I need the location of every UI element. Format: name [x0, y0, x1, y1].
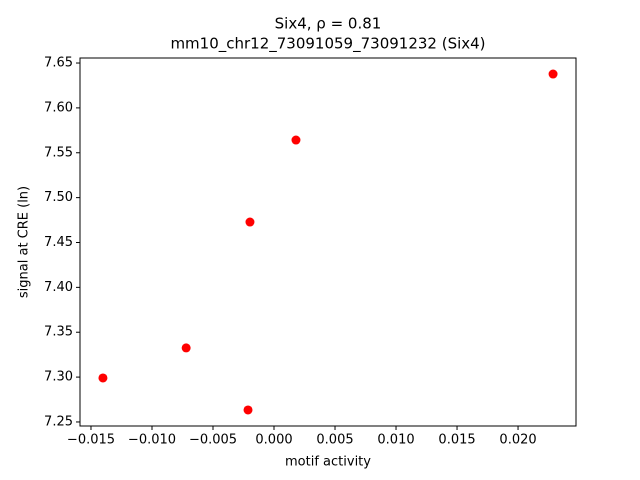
chart-subtitle: mm10_chr12_73091059_73091232 (Six4) [170, 35, 485, 54]
x-tick-label: −0.010 [128, 433, 176, 448]
x-tick-label: 0.015 [438, 433, 475, 448]
point [291, 135, 301, 145]
y-axis-label: signal at CRE (ln) [17, 186, 32, 298]
y-tick-label: 7.55 [44, 145, 73, 160]
y-tick-label: 7.40 [44, 280, 73, 295]
y-tick-label: 7.45 [44, 235, 73, 250]
y-tick-label: 7.25 [44, 414, 73, 429]
point [243, 405, 253, 415]
x-tick-label: −0.015 [67, 433, 115, 448]
plot-frame [79, 57, 577, 427]
x-tick-label: 0.005 [316, 433, 353, 448]
y-tick-label: 7.35 [44, 325, 73, 340]
y-tick-label: 7.65 [44, 56, 73, 71]
point [98, 373, 108, 383]
x-tick-label: −0.005 [189, 433, 237, 448]
point [548, 69, 558, 79]
x-axis-label: motif activity [285, 455, 371, 470]
point [181, 343, 191, 353]
x-tick-label: 0.000 [255, 433, 292, 448]
x-tick-label: 0.020 [499, 433, 536, 448]
y-tick-label: 7.50 [44, 190, 73, 205]
point [245, 217, 255, 227]
y-tick-label: 7.60 [44, 100, 73, 115]
y-tick-label: 7.30 [44, 370, 73, 385]
chart-title: Six4, ρ = 0.81 [275, 15, 382, 33]
x-tick-label: 0.010 [377, 433, 414, 448]
